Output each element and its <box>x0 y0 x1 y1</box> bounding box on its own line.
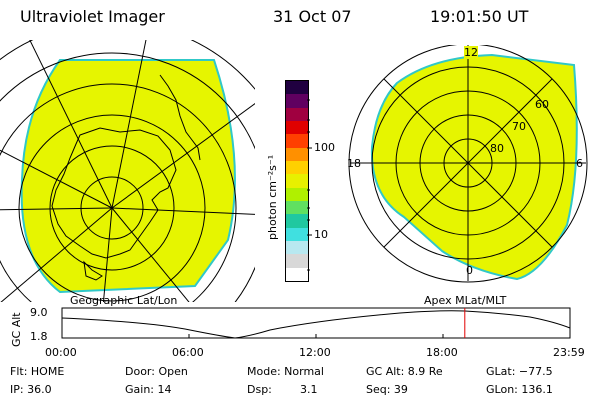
status-dsp-value: 3.1 <box>300 383 318 396</box>
colorbar <box>285 80 309 282</box>
mlt-label-0: 0 <box>466 264 473 277</box>
geographic-caption: Geographic Lat/Lon <box>70 294 178 307</box>
colorbar-segment <box>286 94 308 108</box>
timeline-xtick-1: 06:00 <box>172 346 204 359</box>
timeline-xtick-4: 23:59 <box>553 346 585 359</box>
mlt-label-18: 18 <box>347 157 361 170</box>
colorbar-segment <box>286 107 308 122</box>
colorbar-segment <box>286 227 308 242</box>
colorbar-segment <box>286 134 308 148</box>
meridian-lines <box>0 40 255 302</box>
colorbar-segment <box>286 187 308 202</box>
colorbar-segment <box>286 174 308 188</box>
mlt-lines <box>350 45 586 281</box>
latitude-circles <box>0 40 255 302</box>
instrument-title: Ultraviolet Imager <box>20 7 165 26</box>
timeline-ticks <box>188 334 444 338</box>
time-label: 19:01:50 UT <box>430 7 529 26</box>
colorbar-segment <box>286 147 308 162</box>
mlt-label-6: 6 <box>576 157 583 170</box>
mlat-label-60: 60 <box>535 98 549 111</box>
colorbar-segment <box>286 241 308 255</box>
colorbar-segment <box>286 201 308 215</box>
status-gain: Gain: 14 <box>125 383 172 396</box>
status-seq: Seq: 39 <box>366 383 408 396</box>
timeline-ytick-max: 9.0 <box>30 306 48 319</box>
colorbar-segment <box>286 81 308 95</box>
timeline-xtick-0: 00:00 <box>45 346 77 359</box>
altitude-curve <box>61 310 571 339</box>
magnetic-polar-plot <box>348 45 588 283</box>
colorbar-segment <box>286 214 308 228</box>
magnetic-caption: Apex MLat/MLT <box>424 294 507 307</box>
status-dsp-label: Dsp: <box>247 383 272 396</box>
mlat-label-70: 70 <box>512 120 526 133</box>
timeline-xtick-2: 12:00 <box>299 346 331 359</box>
altitude-timeline <box>61 307 571 339</box>
colorbar-ticks <box>307 99 312 271</box>
colorbar-tick-10: 10 <box>314 228 328 241</box>
timeline-ylabel: GC Alt <box>10 312 23 347</box>
colorbar-unit-label: photon cm⁻²s⁻¹ <box>266 154 279 240</box>
date-label: 31 Oct 07 <box>273 7 352 26</box>
status-door: Door: Open <box>125 365 188 378</box>
colorbar-segment <box>286 254 308 268</box>
coastline <box>51 74 201 281</box>
timeline-ytick-min: 1.8 <box>30 330 48 343</box>
status-ip: IP: 36.0 <box>10 383 52 396</box>
mlt-label-12: 12 <box>464 46 478 59</box>
colorbar-tick-100: 100 <box>314 141 335 154</box>
timeline-xtick-3: 18:00 <box>426 346 458 359</box>
status-glon: GLon: 136.1 <box>486 383 553 396</box>
status-flt: Flt: HOME <box>10 365 65 378</box>
magnetic-data-disk <box>370 53 578 281</box>
mlat-label-80: 80 <box>490 142 504 155</box>
status-gc-alt: GC Alt: 8.9 Re <box>366 365 443 378</box>
colorbar-segment <box>286 267 308 281</box>
colorbar-segment <box>286 161 308 175</box>
status-mode: Mode: Normal <box>247 365 324 378</box>
colorbar-segment <box>286 121 308 135</box>
geographic-map <box>0 40 255 302</box>
status-glat: GLat: −77.5 <box>486 365 553 378</box>
